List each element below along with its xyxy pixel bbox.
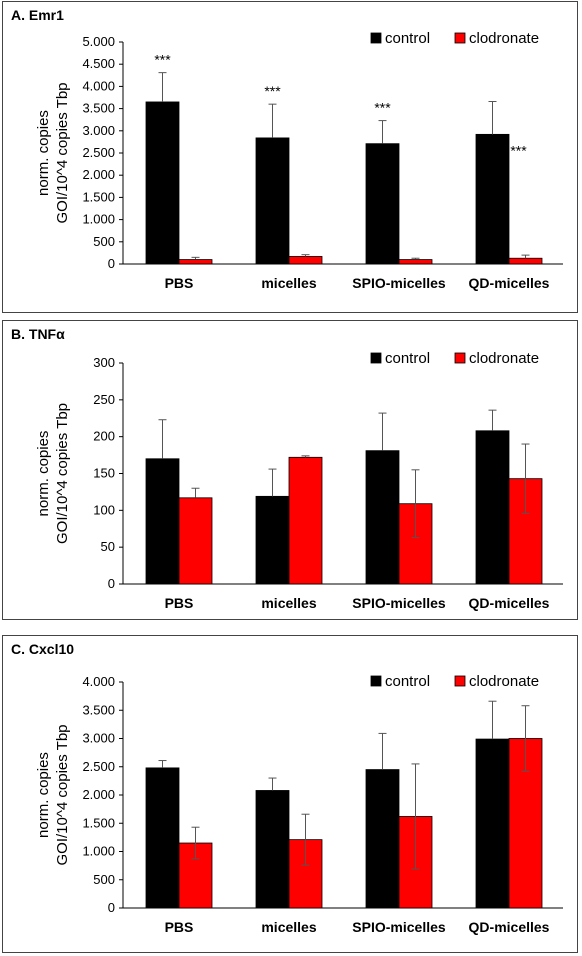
y-tick-label: 500 xyxy=(93,234,115,249)
y-tick-label: 500 xyxy=(93,872,115,887)
panel-title: B. TNFα xyxy=(11,326,65,342)
bar-control xyxy=(255,790,290,909)
x-tick-label: PBS xyxy=(165,595,194,611)
significance-label: *** xyxy=(510,142,527,158)
legend-label: control xyxy=(385,350,430,367)
bar-control xyxy=(365,450,400,585)
y-tick-label: 1.500 xyxy=(82,189,115,204)
legend-swatch-control xyxy=(370,32,382,44)
y-tick-label: 0 xyxy=(108,256,115,271)
x-tick-label: PBS xyxy=(165,275,194,291)
y-tick-label: 50 xyxy=(101,539,115,554)
bar-clodronate xyxy=(178,497,213,585)
x-tick-label: SPIO-micelles xyxy=(352,919,446,935)
bar-control xyxy=(475,430,510,585)
x-tick-label: QD-micelles xyxy=(469,275,550,291)
legend-swatch-control xyxy=(370,352,382,364)
legend-swatch-clodronate xyxy=(454,675,466,687)
y-axis-label: GOI/10^4 copies Tbp xyxy=(54,403,71,544)
y-axis-label: norm. copies xyxy=(35,110,52,196)
panel-title: A. Emr1 xyxy=(11,7,64,23)
chart-panel-cxcl10: C. Cxcl10 0 500 1.000 1.500 2.000 2.500 3.000 3… xyxy=(2,635,578,953)
y-tick-label: 200 xyxy=(93,429,115,444)
bar-control xyxy=(255,495,290,585)
y-tick-label: 1.000 xyxy=(82,844,115,859)
legend-label: control xyxy=(385,673,430,690)
x-tick-label: QD-micelles xyxy=(469,595,550,611)
x-tick-label: QD-micelles xyxy=(469,919,550,935)
chart-panel-tnfa: B. TNFα 0 50 100 150 200 250 300 norm. copies GO… xyxy=(2,320,578,620)
y-tick-label: 2.500 xyxy=(82,759,115,774)
legend-label: control xyxy=(385,30,430,47)
x-tick-label: SPIO-micelles xyxy=(352,595,446,611)
y-tick-label: 3.000 xyxy=(82,731,115,746)
y-tick-label: 3.500 xyxy=(82,101,115,116)
x-tick-label: micelles xyxy=(261,595,316,611)
y-tick-label: 0 xyxy=(108,576,115,591)
legend-swatch-clodronate xyxy=(454,32,466,44)
y-axis-label: norm. copies xyxy=(35,752,52,838)
y-axis-label: norm. copies xyxy=(35,431,52,517)
bar-control xyxy=(365,769,400,909)
y-tick-label: 250 xyxy=(93,392,115,407)
x-tick-label: SPIO-micelles xyxy=(352,275,446,291)
y-tick-label: 1.000 xyxy=(82,212,115,227)
y-axis-label: GOI/10^4 copies Tbp xyxy=(54,82,71,223)
y-tick-label: 300 xyxy=(93,355,115,370)
significance-label: *** xyxy=(264,83,281,99)
bar-clodronate xyxy=(508,257,543,265)
y-tick-label: 4.000 xyxy=(82,78,115,93)
y-tick-label: 2.000 xyxy=(82,167,115,182)
chart-emr1: 0 500 1.000 1.500 2.000 2.500 3.000 3.500 4.000 4… xyxy=(35,30,563,291)
chart-cxcl10: 0 500 1.000 1.500 2.000 2.500 3.000 3.500 4.000 n… xyxy=(35,673,563,935)
x-tick-label: micelles xyxy=(261,275,316,291)
bar-control xyxy=(255,137,290,265)
legend-swatch-control xyxy=(370,675,382,687)
chart-tnfa: 0 50 100 150 200 250 300 norm. copies GOI/10^4 c… xyxy=(35,350,563,611)
x-tick-label: micelles xyxy=(261,919,316,935)
chart-panel-emr1: A. Emr1 0 500 1.000 1.500 2.000 2.500 3.000 3.5… xyxy=(2,1,578,313)
bar-control xyxy=(475,738,510,909)
legend-label: clodronate xyxy=(469,350,539,367)
bar-control xyxy=(475,133,510,265)
y-axis-label: GOI/10^4 copies Tbp xyxy=(54,724,71,865)
y-tick-label: 0 xyxy=(108,900,115,915)
bar-clodronate xyxy=(288,256,323,265)
y-tick-label: 2.000 xyxy=(82,787,115,802)
legend-label: clodronate xyxy=(469,673,539,690)
y-tick-label: 150 xyxy=(93,466,115,481)
y-tick-label: 2.500 xyxy=(82,145,115,160)
y-tick-label: 1.500 xyxy=(82,815,115,830)
x-tick-label: PBS xyxy=(165,919,194,935)
y-tick-label: 4.500 xyxy=(82,56,115,71)
bar-clodronate xyxy=(288,456,323,585)
y-tick-label: 4.000 xyxy=(82,674,115,689)
bar-control xyxy=(365,143,400,265)
legend-label: clodronate xyxy=(469,30,539,47)
legend-swatch-clodronate xyxy=(454,352,466,364)
y-tick-label: 3.500 xyxy=(82,702,115,717)
bar-control xyxy=(145,458,180,585)
y-tick-label: 5.000 xyxy=(82,34,115,49)
bar-clodronate xyxy=(398,259,433,265)
significance-label: *** xyxy=(374,100,391,116)
significance-label: *** xyxy=(154,52,171,68)
panel-title: C. Cxcl10 xyxy=(11,641,75,657)
bar-control xyxy=(145,101,180,265)
y-tick-label: 3.000 xyxy=(82,123,115,138)
bar-control xyxy=(145,767,180,909)
y-tick-label: 100 xyxy=(93,502,115,517)
bar-clodronate xyxy=(178,259,213,265)
